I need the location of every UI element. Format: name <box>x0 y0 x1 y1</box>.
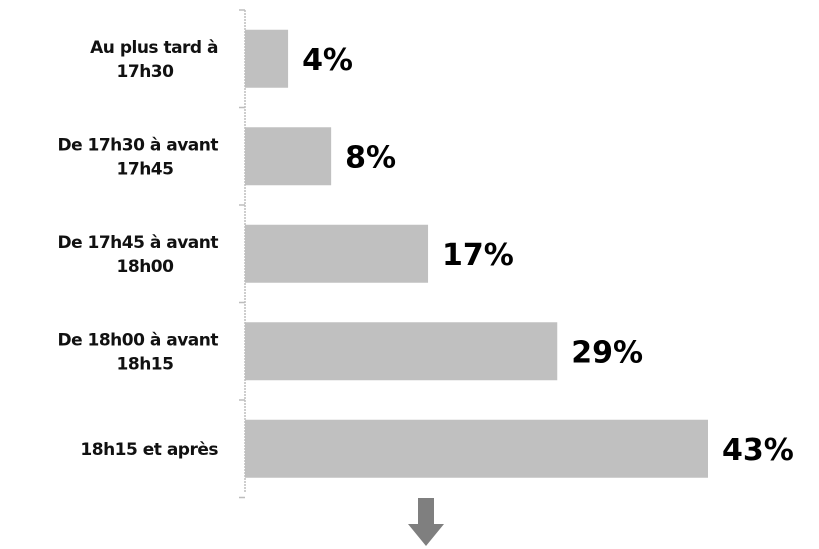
category-label-3: De 18h00 à avant 18h15 <box>57 330 218 374</box>
value-label-3: 29% <box>571 335 643 370</box>
category-label-line: De 17h30 à avant <box>57 135 218 155</box>
value-label-0: 4% <box>302 43 353 78</box>
bar-4 <box>245 419 708 478</box>
bar-2 <box>245 224 429 283</box>
category-label-line: Au plus tard à <box>90 38 218 58</box>
category-label-line: 18h15 <box>117 354 174 374</box>
bar-3 <box>245 322 558 381</box>
value-label-2: 17% <box>442 238 514 273</box>
down-arrow-shape <box>408 498 444 546</box>
bars-layer <box>245 29 708 478</box>
category-label-line: 17h45 <box>117 159 174 179</box>
category-label-line: 17h30 <box>117 62 175 82</box>
value-label-4: 43% <box>722 433 794 468</box>
category-label-4: 18h15 et après <box>80 440 218 460</box>
value-label-1: 8% <box>345 140 396 175</box>
y-axis <box>239 9 246 499</box>
category-label-line: 18h00 <box>117 257 175 277</box>
category-label-1: De 17h30 à avant 17h45 <box>57 135 218 179</box>
bar-1 <box>245 127 332 186</box>
labels-layer: 4% Au plus tard à 17h30 8% De 17h30 à avant 1… <box>57 38 793 468</box>
category-label-line: 18h15 et après <box>80 440 218 460</box>
category-label-line: De 17h45 à avant <box>57 233 218 253</box>
category-label-line: De 18h00 à avant <box>57 330 218 350</box>
down-arrow-icon <box>408 498 444 546</box>
bar-0 <box>245 29 289 88</box>
category-label-2: De 17h45 à avant 18h00 <box>57 233 218 277</box>
category-label-0: Au plus tard à 17h30 <box>90 38 218 82</box>
